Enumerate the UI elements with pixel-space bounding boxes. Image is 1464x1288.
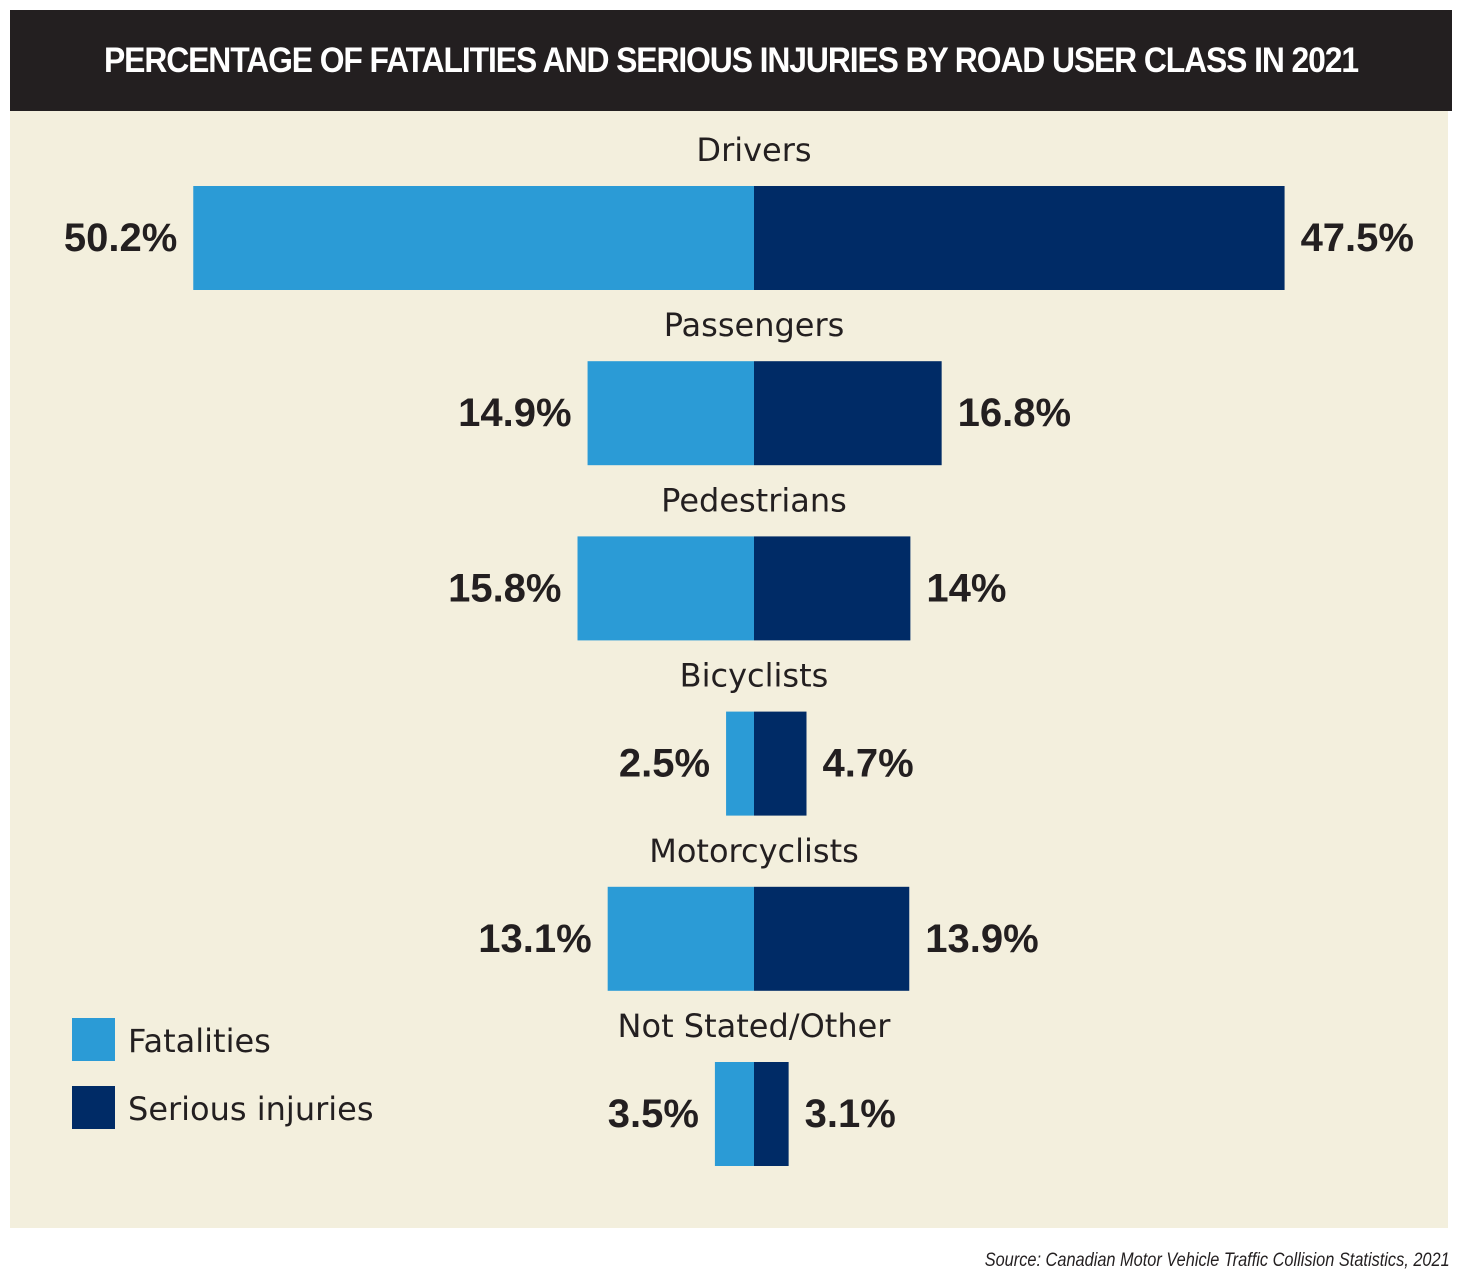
- serious-injuries-bar: [754, 1062, 789, 1166]
- category-group: Pedestrians 15.8% 14%: [448, 481, 1006, 641]
- chart-title: PERCENTAGE OF FATALITIES AND SERIOUS INJ…: [104, 40, 1359, 80]
- category-group: Not Stated/Other 3.5% 3.1%: [608, 1007, 896, 1166]
- serious-injuries-value-label: 47.5%: [1301, 216, 1414, 260]
- category-label: Not Stated/Other: [618, 1007, 892, 1045]
- category-label: Drivers: [696, 131, 811, 169]
- fatalities-value-label: 3.5%: [608, 1092, 699, 1136]
- fatalities-value-label: 14.9%: [458, 391, 571, 435]
- fatalities-bar: [714, 1062, 754, 1166]
- serious-injuries-value-label: 13.9%: [925, 917, 1038, 961]
- legend-swatch: [72, 1018, 115, 1061]
- serious-injuries-bar: [754, 886, 910, 991]
- legend-label: Serious injuries: [128, 1090, 374, 1128]
- legend: Fatalities Serious injuries: [72, 1018, 374, 1129]
- serious-injuries-bar: [754, 536, 911, 641]
- fatalities-bar: [587, 361, 754, 466]
- source-note: Source: Canadian Motor Vehicle Traffic C…: [984, 1250, 1450, 1271]
- category-label: Bicyclists: [680, 657, 829, 695]
- category-group: Motorcyclists 13.1% 13.9%: [478, 832, 1039, 991]
- serious-injuries-value-label: 3.1%: [805, 1092, 896, 1136]
- serious-injuries-value-label: 16.8%: [958, 391, 1071, 435]
- serious-injuries-bar: [754, 186, 1285, 290]
- fatalities-value-label: 2.5%: [619, 742, 710, 786]
- category-group: Drivers 50.2% 47.5%: [64, 131, 1414, 290]
- category-label: Passengers: [664, 306, 845, 344]
- category-group: Passengers 14.9% 16.8%: [458, 306, 1071, 466]
- category-label: Motorcyclists: [649, 832, 859, 870]
- serious-injuries-value-label: 14%: [926, 566, 1006, 610]
- category-label: Pedestrians: [661, 481, 847, 519]
- fatalities-value-label: 13.1%: [478, 917, 591, 961]
- fatalities-value-label: 50.2%: [64, 216, 177, 260]
- fatalities-bar: [607, 886, 754, 991]
- fatalities-value-label: 15.8%: [448, 566, 561, 610]
- fatalities-bar: [726, 711, 754, 816]
- serious-injuries-value-label: 4.7%: [822, 742, 913, 786]
- fatalities-bar: [577, 536, 754, 641]
- chart-panel: [10, 111, 1448, 1228]
- category-group: Bicyclists 2.5% 4.7%: [619, 657, 914, 816]
- serious-injuries-bar: [754, 711, 807, 816]
- chart-header: PERCENTAGE OF FATALITIES AND SERIOUS INJ…: [10, 10, 1452, 111]
- legend-swatch: [72, 1086, 115, 1129]
- legend-label: Fatalities: [128, 1022, 271, 1060]
- serious-injuries-bar: [754, 361, 942, 466]
- fatalities-bar: [193, 186, 755, 290]
